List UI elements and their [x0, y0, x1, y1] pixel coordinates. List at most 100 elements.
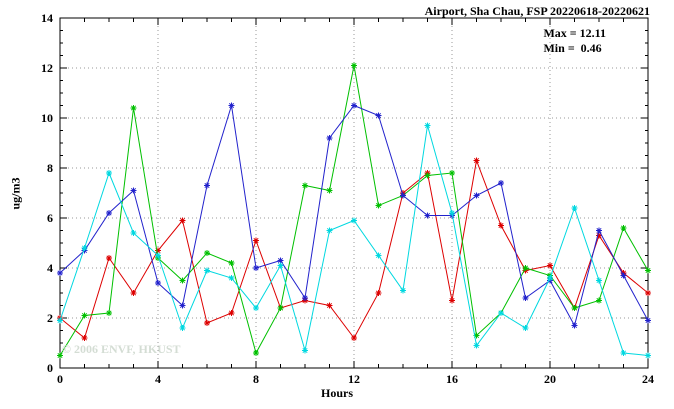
series-red-marker [473, 157, 480, 164]
series-green-marker [57, 352, 63, 359]
series-green-marker [424, 172, 431, 179]
series-red-marker [449, 297, 455, 304]
series-cyan-marker [645, 352, 651, 359]
x-tick-label: 16 [446, 372, 458, 386]
series-blue-marker [302, 295, 308, 301]
series-cyan-marker [522, 325, 529, 331]
x-tick-label: 4 [155, 372, 161, 386]
series-blue-marker [106, 210, 112, 216]
series-cyan-marker [351, 217, 357, 224]
stats-box: Max = 12.11 Min = 0.46 [543, 26, 606, 56]
series-cyan-marker [375, 252, 382, 259]
series-green-marker [81, 312, 88, 319]
series-cyan-line [59, 125, 649, 356]
series-cyan-marker [326, 227, 333, 234]
series-cyan-marker [81, 245, 88, 251]
series-cyan-marker [302, 347, 308, 354]
series-red-marker [498, 222, 504, 229]
series-red-marker [130, 290, 137, 296]
series-red-marker [204, 320, 210, 326]
series-blue-marker [228, 102, 235, 109]
series-cyan-marker [130, 230, 137, 236]
series-red-marker [645, 290, 651, 296]
series-green-marker [620, 225, 627, 231]
series-green-marker [204, 250, 210, 256]
series-green-marker [130, 105, 137, 111]
y-axis-label: ug/m3 [8, 177, 23, 210]
series-green-marker [645, 267, 651, 274]
series-blue-marker [277, 257, 284, 264]
series-green-marker [277, 305, 284, 311]
series-blue-marker [351, 102, 357, 109]
series-green-marker [253, 350, 259, 356]
series-red-marker [228, 310, 235, 316]
series-green-marker [522, 265, 529, 271]
series-red-marker [547, 262, 553, 269]
x-axis-label: Hours [320, 386, 353, 400]
series-red-marker [375, 290, 382, 296]
y-tick-label: 12 [41, 61, 53, 75]
y-tick-label: 10 [41, 111, 53, 125]
y-tick-label: 14 [41, 11, 53, 25]
x-tick-label: 12 [348, 372, 360, 386]
series-blue-marker [155, 280, 161, 286]
series-cyan-marker [155, 252, 161, 259]
series-cyan-marker [596, 277, 602, 284]
series-green-marker [302, 182, 308, 189]
series-red-marker [351, 335, 357, 341]
y-tick-label: 8 [47, 161, 53, 175]
series-blue-marker [179, 302, 186, 309]
series-blue-marker [204, 182, 210, 189]
series-blue-marker [57, 270, 63, 276]
y-tick-label: 4 [47, 261, 53, 275]
series-green-marker [106, 310, 112, 316]
series-green-marker [326, 187, 333, 194]
series-green-marker [596, 297, 602, 304]
y-tick-label: 0 [47, 361, 53, 375]
series-blue-marker [253, 265, 259, 271]
series-green-marker [449, 170, 455, 176]
series-blue-marker [326, 135, 333, 141]
series-blue-marker [596, 227, 602, 234]
x-tick-label: 8 [253, 372, 259, 386]
x-tick-label: 0 [57, 372, 63, 386]
y-tick-label: 2 [47, 311, 53, 325]
series-blue-marker [473, 192, 480, 199]
series-blue-marker [130, 187, 137, 194]
series-blue-marker [424, 212, 431, 219]
series-cyan-marker [179, 325, 186, 331]
series-cyan-marker [253, 305, 259, 311]
x-tick-label: 20 [544, 372, 556, 386]
x-tick-label: 24 [642, 372, 654, 386]
series-green-marker [351, 62, 357, 69]
series-cyan-marker [473, 342, 480, 349]
chart-title: Airport, Sha Chau, FSP 20220618-20220621 [424, 4, 650, 18]
series-cyan-marker [424, 122, 431, 129]
min-value-label: Min = 0.46 [543, 41, 602, 55]
series-cyan-marker [620, 350, 627, 356]
watermark: © 2006 ENVF, HKUST [62, 342, 181, 356]
series-cyan-marker [449, 210, 455, 216]
series-cyan-marker [547, 275, 553, 281]
series-green-marker [179, 277, 186, 284]
series-red-marker [81, 335, 88, 341]
series-red-marker [326, 302, 333, 309]
series-green-marker [228, 260, 235, 266]
series-blue-marker [571, 322, 578, 329]
series-blue-marker [375, 112, 382, 119]
series-cyan-marker [498, 310, 504, 316]
series-green-marker [571, 305, 578, 311]
series-cyan-marker [204, 267, 210, 274]
y-tick-label: 6 [47, 211, 53, 225]
series-cyan-marker [57, 317, 63, 324]
series-blue-marker [498, 180, 504, 186]
series-cyan-marker [571, 205, 578, 211]
max-value-label: Max = 12.11 [543, 26, 606, 40]
series-cyan-marker [400, 287, 406, 294]
series-green-marker [375, 202, 382, 209]
series-blue-marker [645, 317, 651, 324]
series-cyan-marker [106, 170, 112, 176]
